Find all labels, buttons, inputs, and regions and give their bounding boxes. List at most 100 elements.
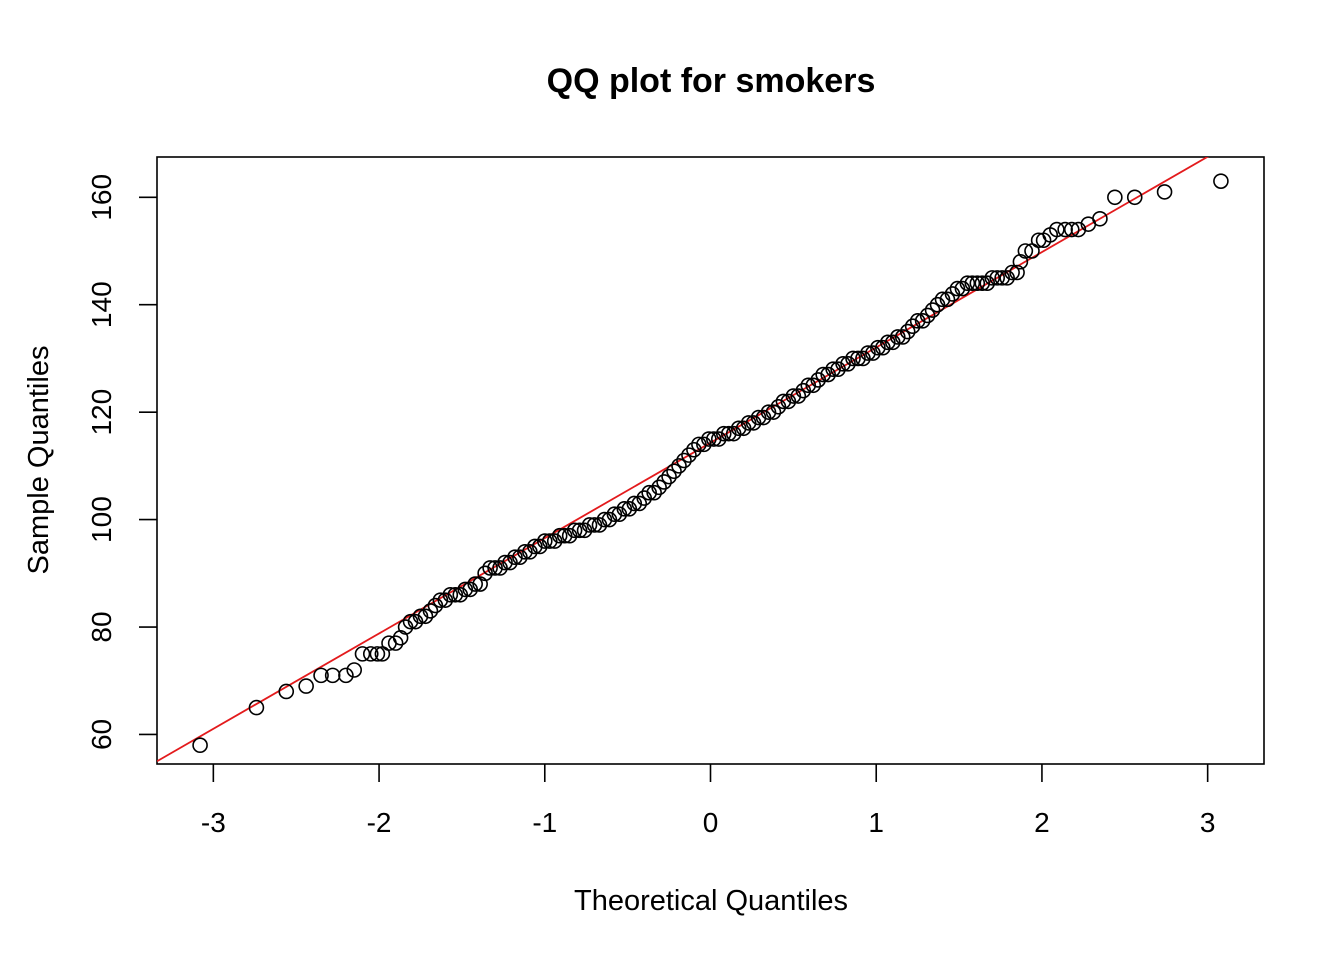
qq-point bbox=[536, 533, 553, 549]
qq-point bbox=[646, 484, 662, 501]
qq-point bbox=[541, 533, 558, 549]
qq-point bbox=[512, 549, 528, 565]
qq-point bbox=[1049, 221, 1065, 238]
qq-point bbox=[477, 565, 493, 582]
qq-point bbox=[706, 431, 722, 447]
qq-point bbox=[611, 506, 628, 523]
qq-point bbox=[924, 302, 941, 318]
qq-point bbox=[870, 339, 886, 356]
qq-point bbox=[641, 484, 657, 501]
qq-point bbox=[656, 474, 672, 490]
qq-point bbox=[889, 329, 906, 345]
qq-point bbox=[745, 415, 762, 431]
qq-point bbox=[402, 613, 419, 630]
qq-point bbox=[616, 501, 633, 517]
qq-point bbox=[800, 377, 817, 394]
qq-point bbox=[994, 270, 1010, 286]
qq-point bbox=[522, 544, 538, 560]
qq-point bbox=[750, 409, 767, 426]
qq-point bbox=[362, 646, 379, 662]
qq-point bbox=[795, 382, 812, 399]
qq-point bbox=[984, 270, 1001, 286]
qq-point bbox=[1063, 221, 1080, 238]
qq-point bbox=[532, 538, 548, 555]
qq-point bbox=[934, 291, 951, 308]
qq-point bbox=[710, 431, 727, 447]
qq-point bbox=[1092, 210, 1108, 227]
qq-point bbox=[561, 527, 578, 544]
qq-point bbox=[1070, 221, 1087, 238]
qq-point bbox=[1009, 264, 1025, 281]
qq-point bbox=[447, 586, 464, 603]
qq-point bbox=[904, 318, 921, 335]
y-tick-label: 100 bbox=[86, 496, 117, 543]
qq-point bbox=[192, 737, 208, 753]
qq-point bbox=[591, 517, 608, 533]
qq-point bbox=[676, 452, 692, 469]
chart-title: QQ plot for smokers bbox=[547, 62, 876, 100]
qq-point bbox=[974, 275, 991, 292]
qq-point bbox=[1107, 189, 1123, 206]
qq-point bbox=[830, 361, 846, 377]
qq-point bbox=[507, 549, 523, 565]
x-tick-label: 1 bbox=[868, 807, 884, 838]
qq-point bbox=[354, 646, 371, 662]
x-tick-label: 3 bbox=[1200, 807, 1216, 838]
qq-point bbox=[631, 495, 648, 512]
qq-point bbox=[346, 662, 363, 678]
qq-point bbox=[820, 366, 836, 383]
qq-point bbox=[681, 447, 697, 463]
qq-point bbox=[979, 275, 996, 292]
qq-point bbox=[894, 329, 911, 345]
qq-point bbox=[556, 527, 573, 544]
qq-point bbox=[989, 270, 1005, 286]
qq-point bbox=[278, 683, 295, 700]
y-axis-label: Sample Quantiles bbox=[23, 346, 55, 575]
qq-point bbox=[780, 393, 797, 410]
sample-points bbox=[192, 173, 1229, 753]
x-axis: -3 -2 -1 0 1 2 3 bbox=[201, 764, 1216, 838]
qq-point bbox=[492, 560, 508, 576]
qq-point bbox=[546, 533, 563, 549]
qq-point bbox=[840, 356, 856, 372]
qq-point bbox=[875, 339, 891, 356]
qq-point bbox=[666, 463, 682, 480]
qq-point bbox=[1004, 264, 1020, 281]
qq-point bbox=[1213, 173, 1229, 189]
qq-point bbox=[805, 377, 822, 394]
qq-point bbox=[581, 517, 598, 533]
qq-point bbox=[860, 345, 876, 361]
qq-point bbox=[313, 667, 329, 684]
qq-point bbox=[412, 608, 429, 625]
qq-point bbox=[462, 581, 479, 598]
qq-point bbox=[835, 356, 851, 372]
qq-point bbox=[929, 296, 946, 313]
qq-point bbox=[621, 501, 638, 517]
qq-point bbox=[467, 576, 483, 592]
y-axis: 60 80 100 120 140 160 bbox=[86, 174, 157, 750]
qq-point bbox=[865, 345, 881, 361]
qq-point bbox=[775, 393, 792, 410]
qq-point bbox=[566, 522, 583, 539]
qq-point bbox=[959, 275, 976, 292]
qq-point bbox=[417, 608, 434, 625]
x-tick-label: -2 bbox=[367, 807, 392, 838]
qq-point bbox=[452, 586, 469, 603]
qq-point bbox=[884, 334, 901, 351]
y-tick-label: 80 bbox=[86, 611, 117, 642]
x-tick-label: -1 bbox=[532, 807, 557, 838]
qq-point bbox=[502, 554, 518, 571]
qq-point bbox=[765, 404, 782, 420]
qq-point bbox=[432, 592, 449, 608]
qq-point bbox=[790, 388, 807, 404]
qq-point bbox=[338, 667, 354, 684]
qq-point bbox=[914, 313, 931, 329]
qq-point bbox=[949, 280, 966, 297]
qq-point bbox=[437, 592, 454, 608]
qq-point bbox=[1126, 189, 1143, 206]
qq-point bbox=[740, 415, 757, 431]
y-tick-label: 60 bbox=[86, 719, 117, 750]
qq-point bbox=[845, 350, 861, 367]
qq-point bbox=[586, 517, 603, 533]
